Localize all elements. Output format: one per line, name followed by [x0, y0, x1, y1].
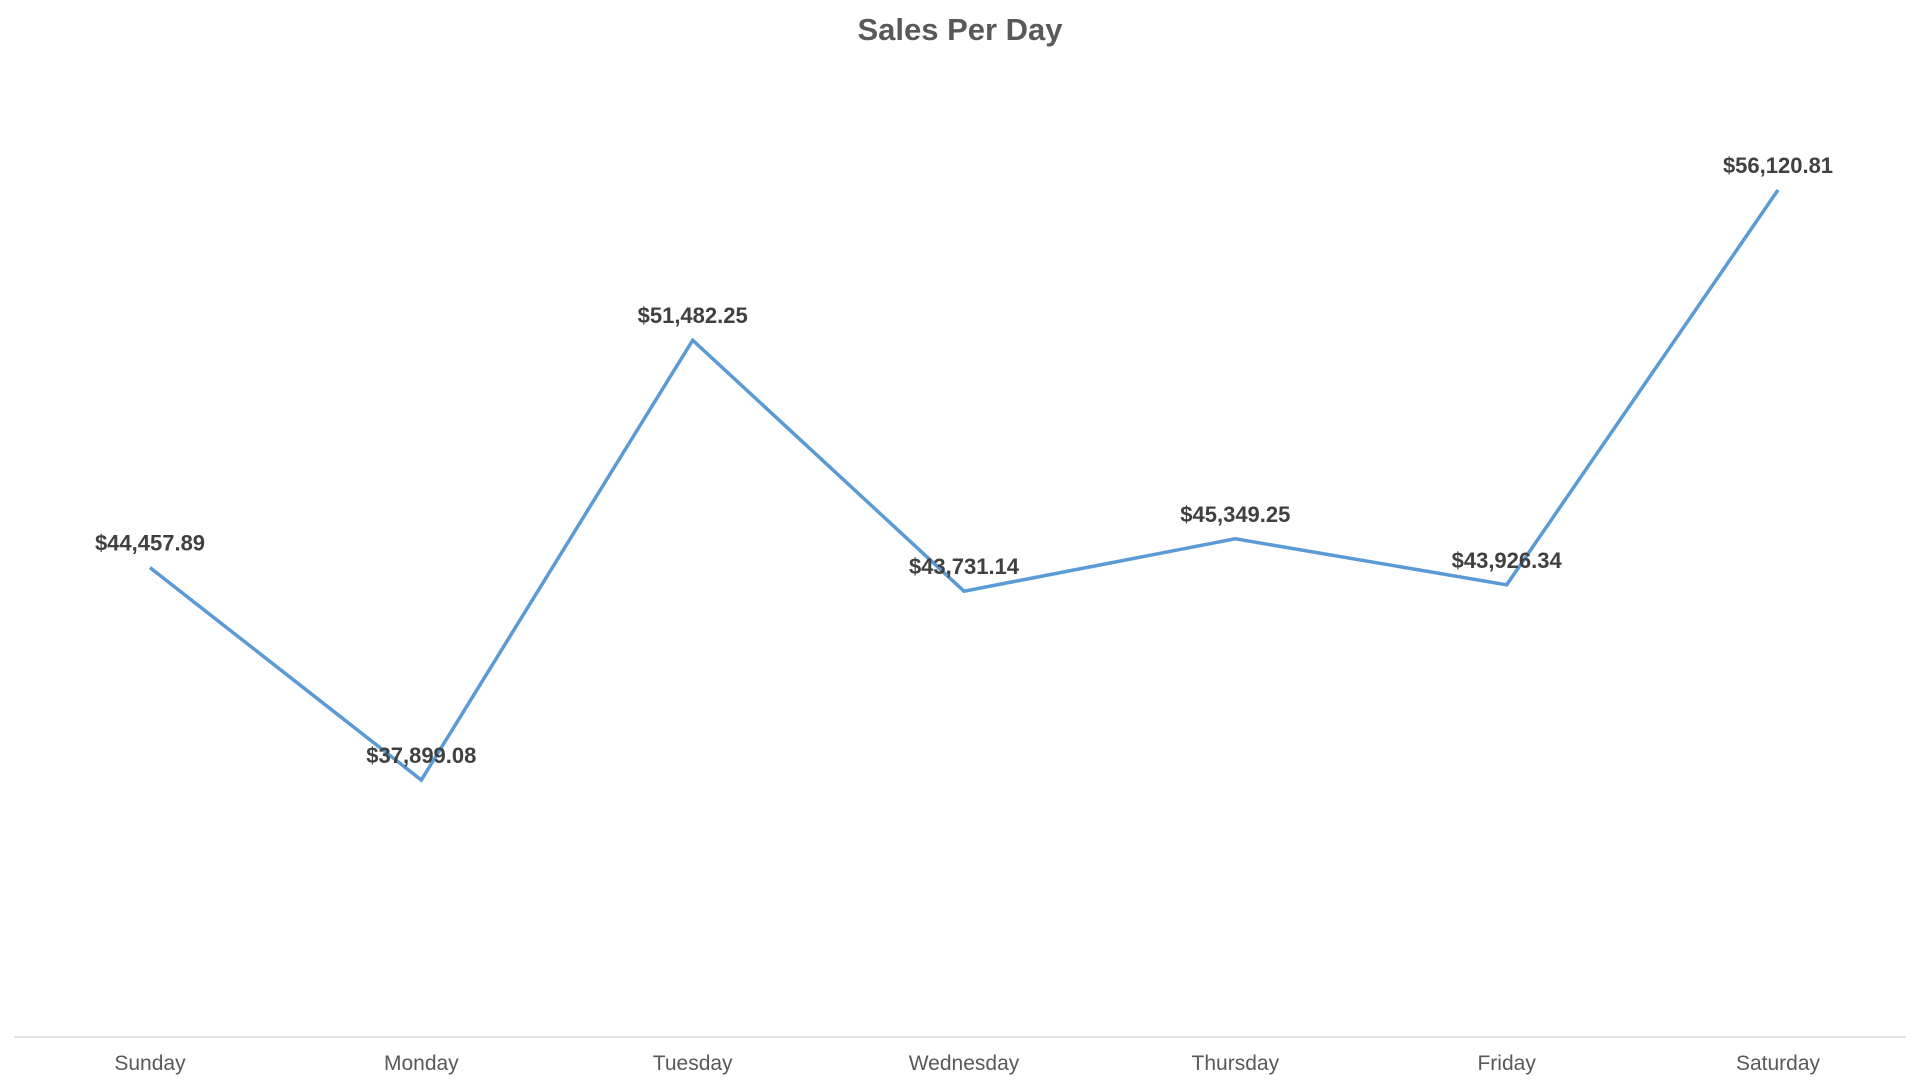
data-label: $56,120.81 — [1723, 153, 1833, 178]
x-tick-label: Monday — [384, 1052, 459, 1075]
x-tick-label: Friday — [1477, 1052, 1536, 1075]
x-tick-label: Saturday — [1736, 1052, 1821, 1075]
data-labels: $44,457.89 $37,899.08 $51,482.25 $43,731.14… — [95, 153, 1833, 768]
chart-title: Sales Per Day — [857, 12, 1063, 47]
x-tick-labels: Sunday Monday Tuesday Wednesday Thursday Frid… — [114, 1052, 1820, 1075]
x-tick-label: Tuesday — [653, 1052, 733, 1075]
data-label: $45,349.25 — [1180, 502, 1290, 527]
data-label: $43,926.34 — [1452, 548, 1563, 573]
x-tick-label: Thursday — [1192, 1052, 1280, 1075]
x-tick-label: Wednesday — [909, 1052, 1020, 1075]
data-label: $37,899.08 — [366, 743, 476, 768]
data-label: $51,482.25 — [638, 303, 748, 328]
data-label: $44,457.89 — [95, 531, 205, 556]
series-line — [148, 189, 1780, 783]
data-label: $43,731.14 — [909, 554, 1020, 579]
x-tick-label: Sunday — [114, 1052, 186, 1075]
series-group — [148, 189, 1780, 783]
